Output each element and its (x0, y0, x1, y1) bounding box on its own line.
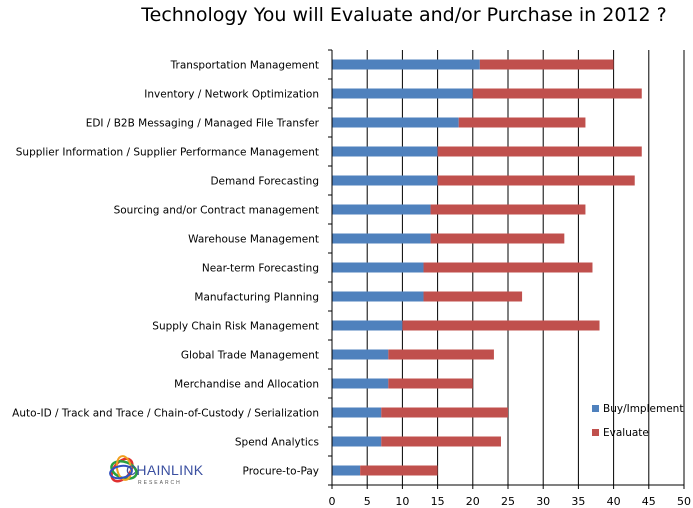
bar-buy-implement (332, 59, 480, 70)
x-tick-label: 15 (431, 495, 445, 508)
bar-buy-implement (332, 233, 431, 244)
x-tick-label: 10 (395, 495, 409, 508)
logo-brand-text: CHAINLINK (126, 462, 204, 478)
x-tick-label: 40 (607, 495, 621, 508)
bar-buy-implement (332, 204, 431, 215)
bar-buy-implement (332, 262, 424, 273)
axes (328, 49, 685, 489)
x-tick-label: 35 (571, 495, 585, 508)
category-label: EDI / B2B Messaging / Managed File Trans… (86, 118, 320, 130)
bar-evaluate (437, 175, 635, 186)
bar-buy-implement (332, 320, 403, 331)
bar-evaluate (472, 88, 642, 99)
legend-label-buy-implement: Buy/Implement (603, 403, 683, 415)
category-label: Transportation Management (170, 60, 319, 72)
chainlink-logo-mark-icon (109, 455, 138, 483)
bar-evaluate (388, 378, 473, 389)
bar-evaluate (402, 320, 600, 331)
category-labels: Transportation Management Inventory / Net… (12, 60, 320, 478)
legend-swatch-evaluate (592, 429, 599, 436)
category-label: Manufacturing Planning (194, 292, 319, 304)
logo-sub-text: RESEARCH (138, 480, 182, 486)
category-label: Demand Forecasting (210, 176, 319, 188)
bar-buy-implement (332, 349, 389, 360)
legend-label-evaluate: Evaluate (603, 427, 649, 439)
category-label: Auto-ID / Track and Trace / Chain-of-Cus… (12, 408, 319, 420)
category-label: Supply Chain Risk Management (152, 321, 319, 333)
bar-evaluate (458, 117, 586, 128)
x-tick-label: 20 (466, 495, 480, 508)
x-tick-label: 30 (536, 495, 550, 508)
category-label: Supplier Information / Supplier Performa… (16, 147, 319, 159)
bar-buy-implement (332, 378, 389, 389)
x-tick-label: 50 (677, 495, 691, 508)
legend: Buy/Implement Evaluate (592, 403, 683, 439)
category-label: Inventory / Network Optimization (144, 89, 319, 101)
x-tick-label: 0 (329, 495, 336, 508)
legend-swatch-buy-implement (592, 405, 599, 412)
bar-buy-implement (332, 436, 382, 447)
bar-buy-implement (332, 146, 438, 157)
bar-evaluate (381, 436, 501, 447)
bar-evaluate (423, 262, 593, 273)
bar-buy-implement (332, 175, 438, 186)
bar-evaluate (479, 59, 614, 70)
bar-evaluate (430, 233, 565, 244)
bar-evaluate (360, 465, 438, 476)
bar-buy-implement (332, 117, 459, 128)
bar-evaluate (437, 146, 642, 157)
bar-evaluate (430, 204, 586, 215)
category-label: Procure-to-Pay (243, 466, 319, 478)
bar-evaluate (381, 407, 508, 418)
category-label: Spend Analytics (235, 437, 319, 449)
chainlink-logo: CHAINLINK RESEARCH (104, 448, 214, 498)
category-label: Warehouse Management (188, 234, 319, 246)
bar-evaluate (388, 349, 494, 360)
x-tick-label: 45 (642, 495, 656, 508)
category-label: Near-term Forecasting (202, 263, 319, 275)
x-tick-labels: 0 5 10 15 20 25 30 35 40 45 50 (329, 495, 692, 508)
bar-buy-implement (332, 407, 382, 418)
x-tick-label: 25 (501, 495, 515, 508)
category-label: Global Trade Management (181, 350, 319, 362)
bar-buy-implement (332, 88, 473, 99)
category-label: Merchandise and Allocation (174, 379, 319, 391)
bar-buy-implement (332, 291, 424, 302)
bar-evaluate (423, 291, 523, 302)
x-tick-label: 5 (364, 495, 371, 508)
category-label: Sourcing and/or Contract management (114, 205, 319, 217)
bars (332, 59, 642, 476)
chart-title: Technology You will Evaluate and/or Purc… (141, 4, 667, 26)
bar-buy-implement (332, 465, 361, 476)
